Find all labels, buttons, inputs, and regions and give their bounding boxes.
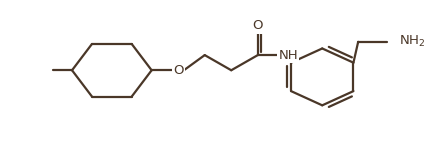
Text: O: O bbox=[252, 19, 263, 32]
Text: NH: NH bbox=[278, 49, 298, 62]
Text: NH$_2$: NH$_2$ bbox=[399, 34, 425, 49]
Text: O: O bbox=[173, 64, 184, 77]
